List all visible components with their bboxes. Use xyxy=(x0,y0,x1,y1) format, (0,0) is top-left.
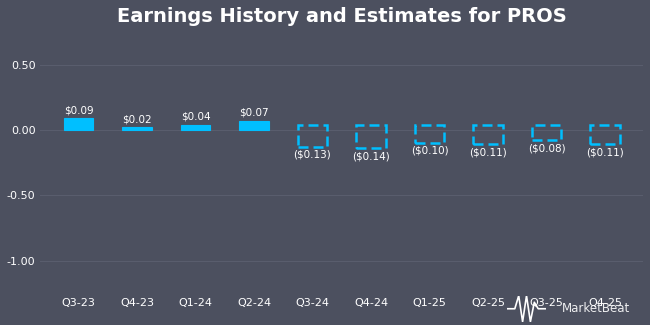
Title: Earnings History and Estimates for PROS: Earnings History and Estimates for PROS xyxy=(117,7,567,26)
Bar xyxy=(532,125,561,140)
Bar xyxy=(122,127,151,130)
Bar xyxy=(64,118,93,130)
Text: $0.02: $0.02 xyxy=(122,114,152,124)
Text: $0.09: $0.09 xyxy=(64,105,93,115)
Text: ($0.14): ($0.14) xyxy=(352,151,390,161)
Text: $0.04: $0.04 xyxy=(181,112,211,122)
Bar xyxy=(239,121,268,130)
Text: MarketBeat: MarketBeat xyxy=(562,302,630,315)
Bar xyxy=(356,125,385,148)
Text: ($0.13): ($0.13) xyxy=(294,150,332,160)
Text: ($0.10): ($0.10) xyxy=(411,146,448,156)
Bar xyxy=(473,125,502,144)
Bar xyxy=(415,125,444,143)
Bar xyxy=(181,125,210,130)
Bar xyxy=(590,125,619,144)
Text: $0.07: $0.07 xyxy=(239,108,269,118)
Text: ($0.08): ($0.08) xyxy=(528,143,566,153)
Text: ($0.11): ($0.11) xyxy=(586,147,624,157)
Text: ($0.11): ($0.11) xyxy=(469,147,507,157)
Bar xyxy=(298,125,327,147)
